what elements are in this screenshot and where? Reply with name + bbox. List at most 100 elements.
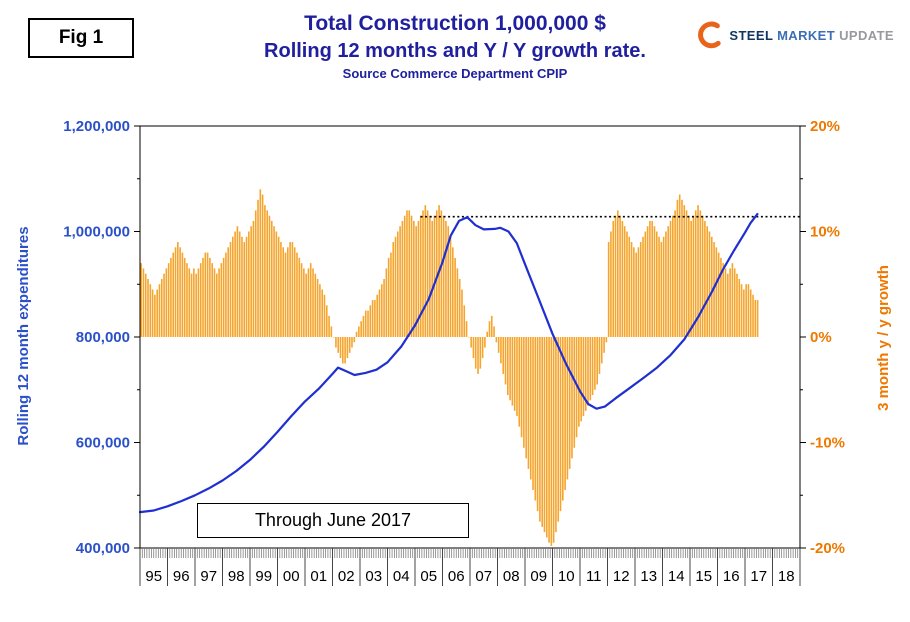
figure-number-box: Fig 1: [28, 18, 134, 58]
growth-bar: [717, 252, 720, 337]
growth-bar: [692, 215, 695, 337]
growth-bar: [380, 284, 383, 337]
growth-bar: [181, 252, 184, 337]
right-axis-title: 3 month y / y growth: [875, 265, 892, 411]
growth-bar: [534, 337, 537, 501]
growth-bar: [674, 210, 676, 337]
growth-bar: [479, 337, 482, 369]
growth-bar: [536, 337, 539, 512]
growth-bar: [740, 284, 743, 337]
growth-bar: [287, 247, 289, 337]
growth-bar: [612, 220, 615, 337]
growth-bar: [539, 337, 541, 522]
growth-bar: [254, 210, 257, 337]
growth-bar: [195, 273, 197, 337]
growth-bar: [387, 257, 390, 338]
growth-bar: [158, 284, 161, 337]
growth-bar: [474, 337, 477, 369]
growth-bar: [562, 337, 564, 501]
growth-bar: [658, 236, 660, 337]
growth-bar: [160, 278, 163, 337]
svg-text:10%: 10%: [810, 224, 840, 241]
growth-bar: [715, 247, 718, 337]
growth-bar: [358, 326, 360, 337]
growth-bar: [165, 268, 168, 337]
svg-text:04: 04: [393, 568, 410, 585]
growth-bar: [568, 337, 571, 469]
growth-bar: [390, 252, 392, 337]
growth-bar: [316, 278, 319, 337]
growth-bar: [270, 220, 273, 337]
growth-bar: [639, 242, 642, 337]
logo-word-steel: STEEL: [729, 27, 774, 43]
growth-bar: [445, 220, 447, 337]
growth-bar: [284, 252, 287, 337]
svg-text:-20%: -20%: [810, 540, 845, 557]
growth-bar: [458, 278, 461, 337]
growth-bar: [280, 242, 282, 337]
growth-bar: [190, 273, 193, 337]
growth-bar: [660, 242, 663, 337]
svg-text:07: 07: [475, 568, 492, 585]
growth-bar: [504, 337, 507, 385]
growth-bar: [642, 236, 644, 337]
growth-bar: [188, 268, 191, 337]
growth-bar: [335, 337, 337, 348]
growth-bar: [424, 205, 427, 338]
growth-bar: [163, 273, 165, 337]
growth-bar: [722, 263, 725, 337]
growth-bar: [701, 215, 704, 337]
growth-bar: [596, 337, 598, 385]
growth-bar: [179, 247, 181, 337]
growth-bar: [415, 226, 417, 337]
growth-bar: [594, 337, 596, 390]
growth-bar: [468, 337, 470, 338]
growth-bar: [603, 337, 605, 353]
growth-bar: [348, 337, 351, 353]
growth-bar: [665, 231, 667, 337]
growth-bar: [532, 337, 534, 490]
growth-bar: [426, 210, 429, 337]
through-date-annotation: Through June 2017: [197, 503, 469, 538]
growth-bar: [706, 226, 708, 337]
growth-bar: [220, 263, 223, 337]
svg-text:05: 05: [420, 568, 437, 585]
growth-bar: [408, 210, 411, 337]
growth-bar: [529, 337, 532, 480]
growth-bar: [140, 263, 142, 337]
growth-bar: [486, 331, 488, 337]
svg-text:12: 12: [613, 568, 630, 585]
growth-bar: [509, 337, 511, 401]
svg-text:0%: 0%: [810, 329, 832, 346]
growth-bar: [374, 300, 376, 337]
growth-bar: [197, 268, 200, 337]
growth-bar: [307, 268, 310, 337]
growth-bar: [291, 242, 294, 337]
growth-bar: [303, 268, 305, 337]
figure-number-label: Fig 1: [58, 27, 104, 48]
growth-bar: [502, 337, 505, 374]
steel-market-update-logo: STEEL MARKET UPDATE: [694, 20, 894, 50]
y-axis-right: -20% -10% 0% 10% 20%: [800, 118, 845, 557]
growth-bar: [319, 284, 321, 337]
growth-bar: [683, 205, 686, 338]
growth-bar: [406, 210, 408, 337]
growth-bar: [623, 226, 626, 337]
growth-bar: [614, 215, 617, 337]
svg-text:11: 11: [586, 568, 602, 585]
growth-bar: [204, 252, 207, 337]
growth-bar: [293, 247, 296, 337]
growth-bar: [607, 242, 610, 337]
growth-bar: [342, 337, 344, 364]
growth-bar: [259, 189, 262, 337]
growth-bar: [472, 337, 475, 359]
growth-bar: [644, 231, 647, 337]
growth-bar: [392, 242, 395, 337]
svg-text:1,000,000: 1,000,000: [63, 224, 130, 241]
growth-bar: [252, 220, 255, 337]
svg-text:03: 03: [365, 568, 382, 585]
growth-bar: [543, 337, 546, 533]
growth-bar: [694, 210, 697, 337]
growth-bar: [688, 215, 690, 337]
